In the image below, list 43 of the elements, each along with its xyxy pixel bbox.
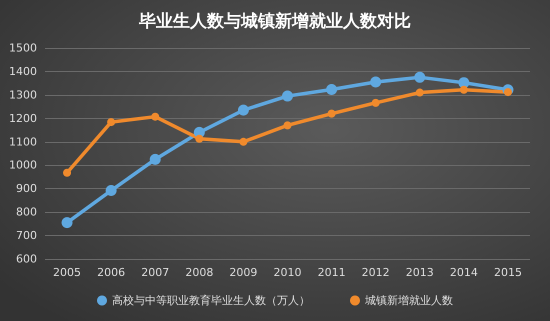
point bbox=[107, 118, 116, 126]
x-tick-label: 2007 bbox=[141, 266, 170, 279]
y-tick-label: 1300 bbox=[9, 88, 37, 102]
x-tick-label: 2015 bbox=[494, 266, 522, 279]
y-tick-label: 1400 bbox=[9, 64, 37, 78]
y-tick-label: 1200 bbox=[9, 112, 37, 125]
point bbox=[63, 168, 72, 177]
point bbox=[150, 154, 161, 165]
y-tick-label: 900 bbox=[16, 182, 37, 196]
point bbox=[239, 138, 248, 146]
point bbox=[106, 185, 117, 196]
y-tick-label: 1000 bbox=[9, 158, 37, 172]
legend-label: 城镇新增就业人数 bbox=[364, 294, 453, 307]
x-tick-label: 2009 bbox=[229, 266, 258, 279]
point bbox=[282, 90, 293, 102]
legend-label: 高校与中等职业教育毕业生人数（万人） bbox=[112, 294, 310, 307]
x-tick-label: 2010 bbox=[274, 266, 302, 279]
x-tick-label: 2014 bbox=[450, 266, 478, 279]
x-tick-label: 2005 bbox=[53, 266, 82, 279]
point bbox=[372, 98, 380, 107]
point bbox=[416, 88, 424, 97]
point bbox=[460, 86, 468, 94]
y-tick-label: 1100 bbox=[9, 135, 37, 148]
point bbox=[62, 217, 73, 228]
y-tick-label: 800 bbox=[16, 206, 37, 219]
y-tick-label: 1500 bbox=[9, 42, 37, 54]
x-tick-label: 2011 bbox=[318, 266, 346, 279]
point bbox=[284, 121, 292, 130]
y-tick-label: 600 bbox=[16, 252, 37, 266]
y-tick-label: 700 bbox=[16, 229, 37, 242]
point bbox=[370, 76, 382, 88]
point bbox=[328, 110, 336, 118]
point bbox=[504, 88, 512, 96]
x-tick-label: 2013 bbox=[406, 266, 434, 279]
chart-title: 毕业生人数与城镇新增就业人数对比 bbox=[138, 12, 411, 32]
x-tick-label: 2006 bbox=[97, 266, 126, 279]
point bbox=[151, 112, 160, 121]
point bbox=[326, 84, 338, 95]
point bbox=[414, 72, 426, 83]
x-tick-label: 2012 bbox=[362, 266, 390, 279]
point bbox=[238, 104, 249, 116]
x-tick-label: 2008 bbox=[185, 266, 214, 279]
point bbox=[195, 134, 204, 143]
